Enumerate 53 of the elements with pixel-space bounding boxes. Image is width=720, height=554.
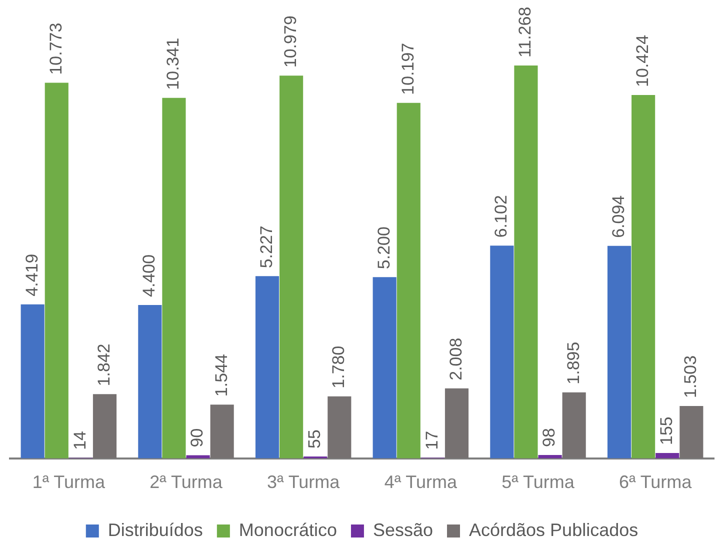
- data-label: 2.008: [446, 338, 466, 380]
- data-label: 90: [188, 428, 207, 448]
- bar: [372, 277, 396, 458]
- x-tick-label: 1ª Turma: [32, 472, 106, 492]
- bar: [607, 246, 632, 458]
- bar: [514, 66, 538, 458]
- data-label: 1.780: [329, 346, 348, 388]
- data-label: 55: [305, 430, 324, 448]
- bar: [656, 452, 680, 458]
- bar: [162, 98, 186, 458]
- x-tick-label: 4ª Turma: [384, 472, 458, 492]
- data-label: 4.419: [22, 254, 42, 296]
- data-label: 17: [422, 430, 442, 450]
- data-label: 1.503: [681, 355, 700, 398]
- data-label: 155: [657, 416, 676, 445]
- data-label: 1.842: [94, 344, 114, 386]
- legend-label: Monocrático: [238, 520, 337, 540]
- data-label: 10.341: [164, 38, 183, 90]
- data-label: 10.979: [280, 16, 300, 68]
- data-label: 6.094: [608, 195, 628, 238]
- bar: [396, 102, 420, 458]
- data-label: 4.400: [140, 254, 159, 297]
- legend-label: Sessão: [372, 520, 434, 540]
- data-label: 5.227: [256, 226, 276, 268]
- bar: [255, 276, 280, 458]
- bar: [280, 76, 304, 458]
- data-label: 5.200: [374, 226, 394, 270]
- bar: [562, 392, 586, 458]
- data-label: 10.773: [46, 22, 66, 75]
- bar: [44, 82, 68, 458]
- data-label: 10.197: [398, 42, 418, 95]
- x-tick-label: 6ª Turma: [618, 472, 693, 492]
- data-label: 1.544: [212, 354, 231, 397]
- bar: [92, 394, 117, 458]
- legend-label: Distribuídos: [108, 520, 203, 540]
- data-label: 14: [70, 430, 90, 450]
- legend-label: Acórdãos Publicados: [469, 520, 638, 540]
- data-label: 11.268: [516, 6, 535, 58]
- data-label: 98: [540, 428, 559, 447]
- x-tick-label: 3ª Turma: [266, 472, 341, 492]
- data-label: 1.895: [564, 342, 583, 384]
- bar: [20, 304, 44, 458]
- bar: [680, 406, 704, 458]
- data-label: 10.424: [632, 34, 652, 87]
- x-tick-label: 5ª Turma: [502, 472, 576, 492]
- bar: [490, 246, 514, 458]
- bar: [444, 388, 469, 458]
- bar: [210, 404, 234, 458]
- x-tick-label: 2ª Turma: [150, 472, 224, 492]
- data-label: 6.102: [492, 195, 511, 238]
- bar: [138, 304, 162, 458]
- bar: [632, 94, 656, 458]
- bar: [328, 396, 352, 458]
